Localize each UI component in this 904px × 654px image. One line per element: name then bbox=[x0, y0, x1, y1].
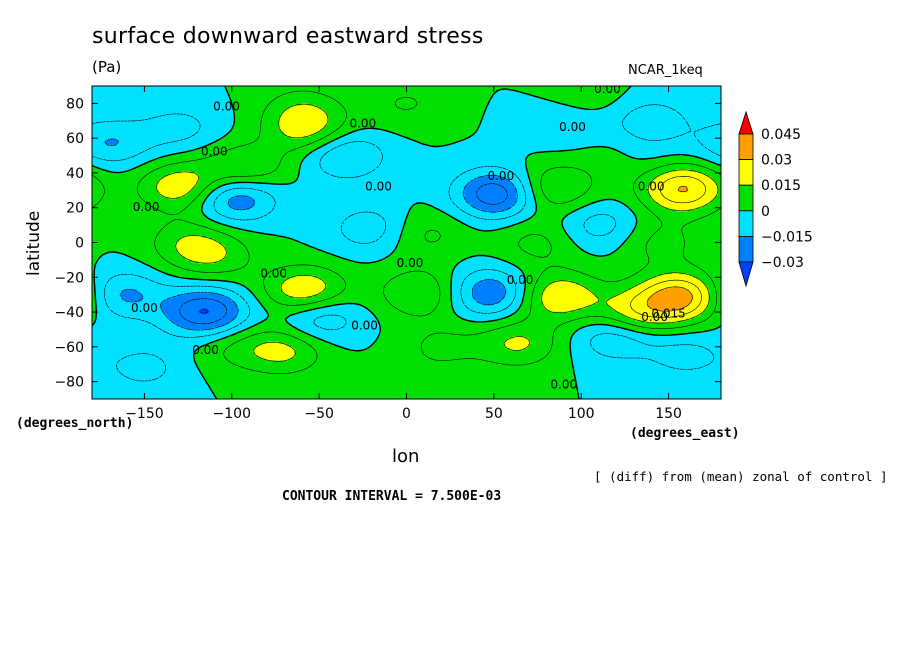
colorbar-box bbox=[738, 133, 754, 161]
y-tick-label: −40 bbox=[54, 305, 84, 321]
y-tick-label: 60 bbox=[66, 131, 84, 147]
axes: −150 −100 −50 0 50 100 150806040200−20−40−60−8… bbox=[54, 86, 721, 422]
x-axis-units: (degrees_east) bbox=[630, 426, 740, 441]
contour-label: 0.00 bbox=[213, 99, 240, 113]
contour-label: 0.00 bbox=[641, 310, 668, 324]
contour-label: 0.00 bbox=[507, 273, 534, 287]
contour-label: 0.00 bbox=[638, 179, 665, 193]
contour-lines bbox=[92, 86, 721, 399]
x-tick-label: 50 bbox=[485, 406, 503, 422]
y-tick-label: 20 bbox=[66, 201, 84, 217]
contour-line bbox=[92, 90, 721, 374]
contour-labels: 0.00 0.00 0.00 0.00 0.00 0.00 0.00 0.00 0.00 0.00… bbox=[131, 82, 686, 392]
footnote: [ (diff) from (mean) zonal of control ] bbox=[594, 469, 888, 484]
units-label: (Pa) bbox=[92, 58, 122, 76]
contour-label: 0.00 bbox=[133, 200, 160, 214]
colorbar-label: 0.03 bbox=[761, 153, 792, 169]
contour-line bbox=[104, 138, 518, 331]
x-axis-title: lon bbox=[392, 446, 420, 467]
y-tick-label: −80 bbox=[54, 375, 84, 391]
contour-line bbox=[92, 86, 721, 399]
colorbar-arrow-top bbox=[738, 110, 754, 135]
contour-label: 0.00 bbox=[397, 256, 424, 270]
contour-label: 0.00 bbox=[559, 120, 586, 134]
contour-interval-text: CONTOUR INTERVAL = 7.500E-03 bbox=[282, 489, 502, 504]
contour-label: 0.00 bbox=[201, 145, 228, 159]
colorbar-arrow-bottom bbox=[738, 261, 754, 288]
contour-line bbox=[92, 104, 721, 382]
contour-line bbox=[156, 103, 719, 362]
x-tick-label: 0 bbox=[402, 406, 411, 422]
y-tick-label: −60 bbox=[54, 340, 84, 356]
colorbar-box bbox=[738, 235, 754, 263]
y-axis-units: (degrees_north) bbox=[16, 416, 134, 431]
contour-label: 0.00 bbox=[594, 82, 621, 96]
contour-label: 0.00 bbox=[131, 301, 158, 315]
chart-title: surface downward eastward stress bbox=[92, 24, 484, 49]
contour-line bbox=[199, 308, 209, 314]
run-name-label: NCAR_1keq bbox=[628, 63, 703, 78]
shaded-field bbox=[92, 86, 721, 399]
y-tick-label: 40 bbox=[66, 166, 84, 182]
y-axis-title: latitude bbox=[24, 210, 44, 276]
x-tick-label: 100 bbox=[568, 406, 595, 422]
contour-label: 0.00 bbox=[260, 266, 287, 280]
contour-label: 0.00 bbox=[351, 318, 378, 332]
colorbar-box bbox=[738, 159, 754, 186]
contour-label: 0.00 bbox=[192, 343, 219, 357]
contour-label: 0.00 bbox=[550, 378, 577, 392]
colorbar: 0.045 0.03 0.015 0 −0.015 −0.03 bbox=[738, 110, 813, 288]
contour-label: 0.00 bbox=[349, 117, 376, 131]
colorbar-label: 0.015 bbox=[761, 178, 801, 194]
x-tick-label: −50 bbox=[304, 406, 334, 422]
contour-line bbox=[646, 186, 693, 312]
contour-label: 0.00 bbox=[487, 169, 514, 183]
colorbar-box bbox=[738, 210, 754, 237]
contour-line bbox=[179, 183, 508, 324]
contour-label: 0.015 bbox=[651, 306, 685, 320]
colorbar-box bbox=[738, 184, 754, 212]
x-tick-label: −100 bbox=[213, 406, 251, 422]
y-tick-label: 0 bbox=[75, 236, 84, 252]
y-tick-label: 80 bbox=[66, 96, 84, 112]
colorbar-label: 0 bbox=[761, 204, 770, 220]
colorbar-label: 0.045 bbox=[761, 127, 801, 143]
colorbar-label: −0.015 bbox=[761, 229, 813, 245]
plot-frame bbox=[91, 85, 722, 400]
y-tick-label: −20 bbox=[54, 270, 84, 286]
contour-label: 0.00 bbox=[365, 179, 392, 193]
colorbar-label: −0.03 bbox=[761, 255, 804, 271]
contour-line bbox=[630, 176, 706, 318]
x-tick-label: 150 bbox=[655, 406, 682, 422]
